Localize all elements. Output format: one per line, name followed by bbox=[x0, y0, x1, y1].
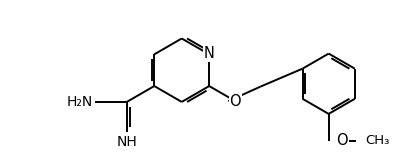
Text: CH₃: CH₃ bbox=[364, 135, 389, 147]
Text: N: N bbox=[203, 46, 214, 61]
Text: H₂N: H₂N bbox=[67, 95, 93, 109]
Text: O: O bbox=[229, 94, 241, 109]
Text: O: O bbox=[336, 133, 347, 149]
Text: NH: NH bbox=[116, 135, 137, 149]
